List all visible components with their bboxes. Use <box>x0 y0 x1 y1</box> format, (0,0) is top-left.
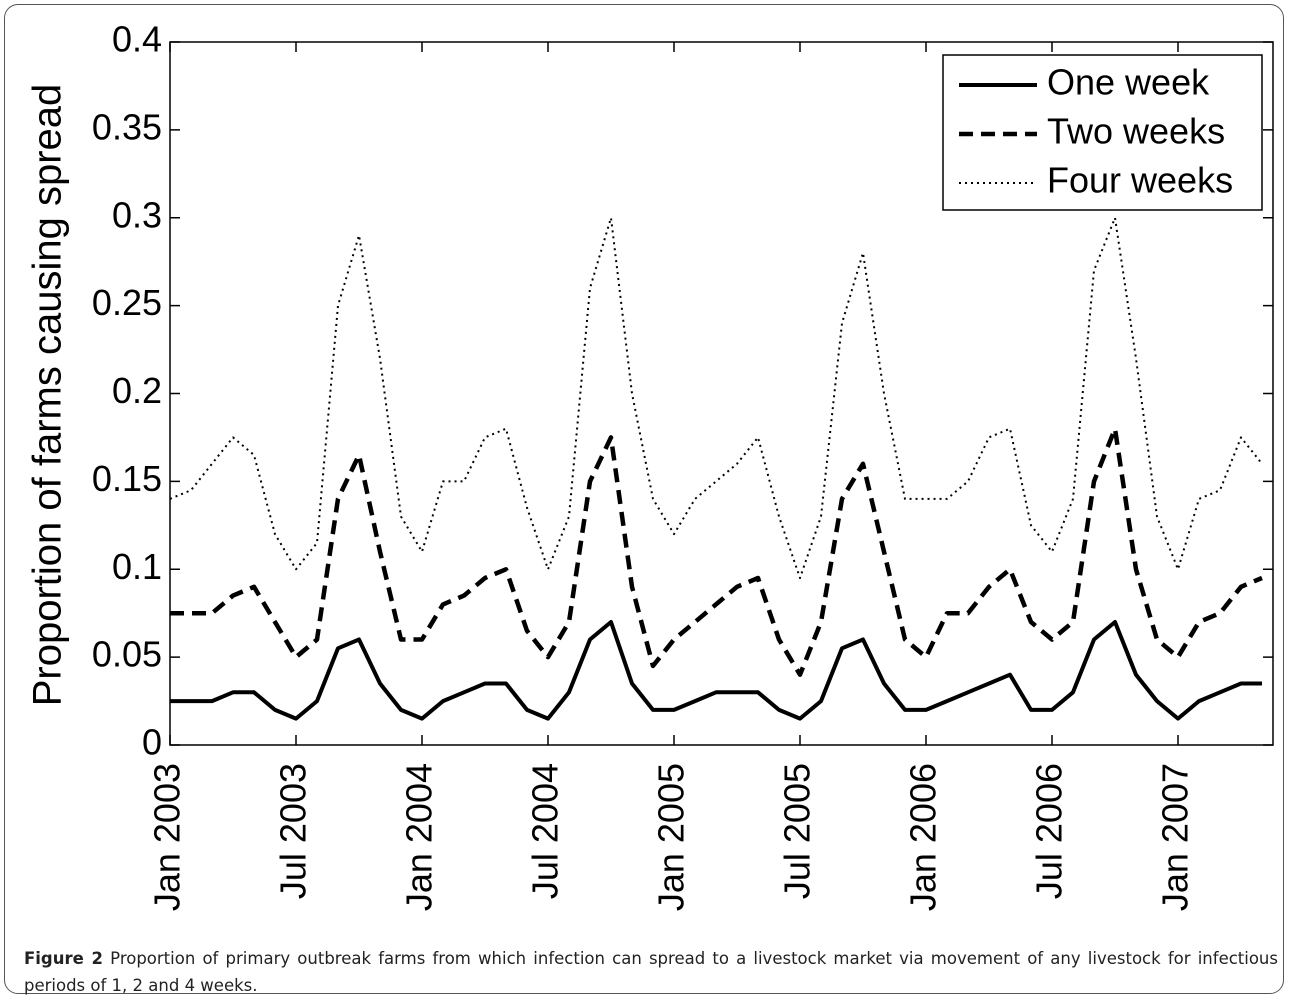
legend-box <box>942 54 1263 211</box>
series-line <box>170 620 1262 721</box>
x-tick-label: Jan 2005 <box>651 763 692 911</box>
caption-label: Figure 2 <box>24 949 103 968</box>
figure-frame <box>4 4 1284 994</box>
x-tick-label: Jan 2004 <box>399 763 440 911</box>
x-tick-label: Jul 2005 <box>777 763 818 899</box>
y-tick-label: 0 <box>142 722 162 763</box>
x-tick-label: Jan 2006 <box>903 763 944 911</box>
chart: Proportion of farms causing spread 0 0.05… <box>26 19 1274 911</box>
series-line <box>170 426 1263 677</box>
y-tick-label: 0.1 <box>112 546 162 587</box>
y-axis-label: Proportion of farms causing spread <box>26 84 70 707</box>
caption: Figure 2 Proportion of primary outbreak … <box>24 945 1278 999</box>
legend-label: Four weeks <box>1047 160 1233 201</box>
x-tick-label: Jul 2006 <box>1029 763 1070 899</box>
x-tick-label: Jan 2007 <box>1155 763 1196 911</box>
legend-label: Two weeks <box>1047 111 1225 152</box>
y-tick-label: 0.3 <box>112 194 162 235</box>
x-tick-label: Jul 2004 <box>525 763 566 899</box>
y-tick-label: 0.05 <box>92 634 162 675</box>
x-tick-label: Jan 2003 <box>147 763 188 911</box>
x-tick-label: Jul 2003 <box>273 763 314 899</box>
legend-label: One week <box>1047 62 1210 103</box>
series-line <box>169 216 1263 579</box>
y-tick-label: 0.4 <box>112 19 162 60</box>
caption-text: Proportion of primary outbreak farms fro… <box>24 949 1278 995</box>
y-tick-label: 0.25 <box>92 282 162 323</box>
y-tick-label: 0.2 <box>112 370 162 411</box>
y-tick-label: 0.15 <box>92 458 162 499</box>
y-tick-label: 0.35 <box>92 106 162 147</box>
